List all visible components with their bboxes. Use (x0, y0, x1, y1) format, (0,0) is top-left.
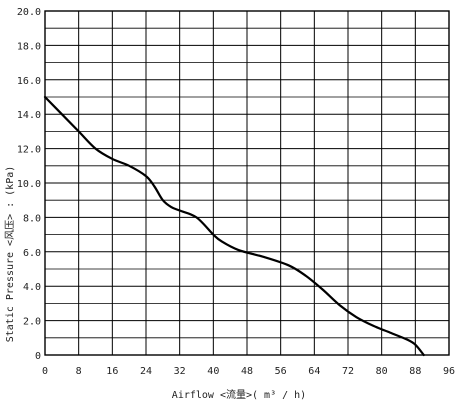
x-tick-label: 0 (42, 366, 48, 377)
y-tick-labels: 0 2.0 4.0 6.0 8.0 10.0 12.0 14.0 16.0 18.0 20.0 (17, 7, 41, 362)
y-tick-label: 10.0 (17, 179, 41, 190)
x-tick-label: 24 (140, 366, 152, 377)
y-tick-label: 12.0 (17, 145, 41, 156)
y-tick-label: 14.0 (17, 110, 41, 121)
x-tick-label: 96 (443, 366, 455, 377)
x-tick-label: 72 (342, 366, 354, 377)
x-tick-label: 88 (409, 366, 421, 377)
y-tick-label: 18.0 (17, 41, 41, 52)
x-tick-label: 80 (376, 366, 388, 377)
x-tick-label: 16 (106, 366, 118, 377)
y-tick-label: 4.0 (23, 282, 41, 293)
grid (44, 10, 450, 356)
x-tick-label: 48 (241, 366, 253, 377)
x-tick-label: 32 (174, 366, 186, 377)
x-tick-label: 56 (275, 366, 287, 377)
x-tick-label: 40 (207, 366, 219, 377)
y-tick-label: 8.0 (23, 213, 41, 224)
x-axis-label: Airflow <流量>( m³ / h) (172, 388, 306, 401)
x-tick-labels: 0 8 16 24 32 40 48 56 64 72 80 88 96 (42, 366, 455, 377)
y-tick-label: 0 (35, 351, 41, 362)
y-tick-label: 6.0 (23, 248, 41, 259)
y-tick-label: 2.0 (23, 317, 41, 328)
y-tick-label: 16.0 (17, 76, 41, 87)
plot-frame (44, 10, 450, 356)
x-tick-label: 64 (308, 366, 320, 377)
series-line (43, 95, 425, 357)
x-tick-label: 8 (76, 366, 82, 377)
y-tick-label: 20.0 (17, 7, 41, 18)
series-layer (43, 95, 425, 357)
y-axis-label: Static Pressure <风压> : (kPa) (4, 166, 16, 343)
